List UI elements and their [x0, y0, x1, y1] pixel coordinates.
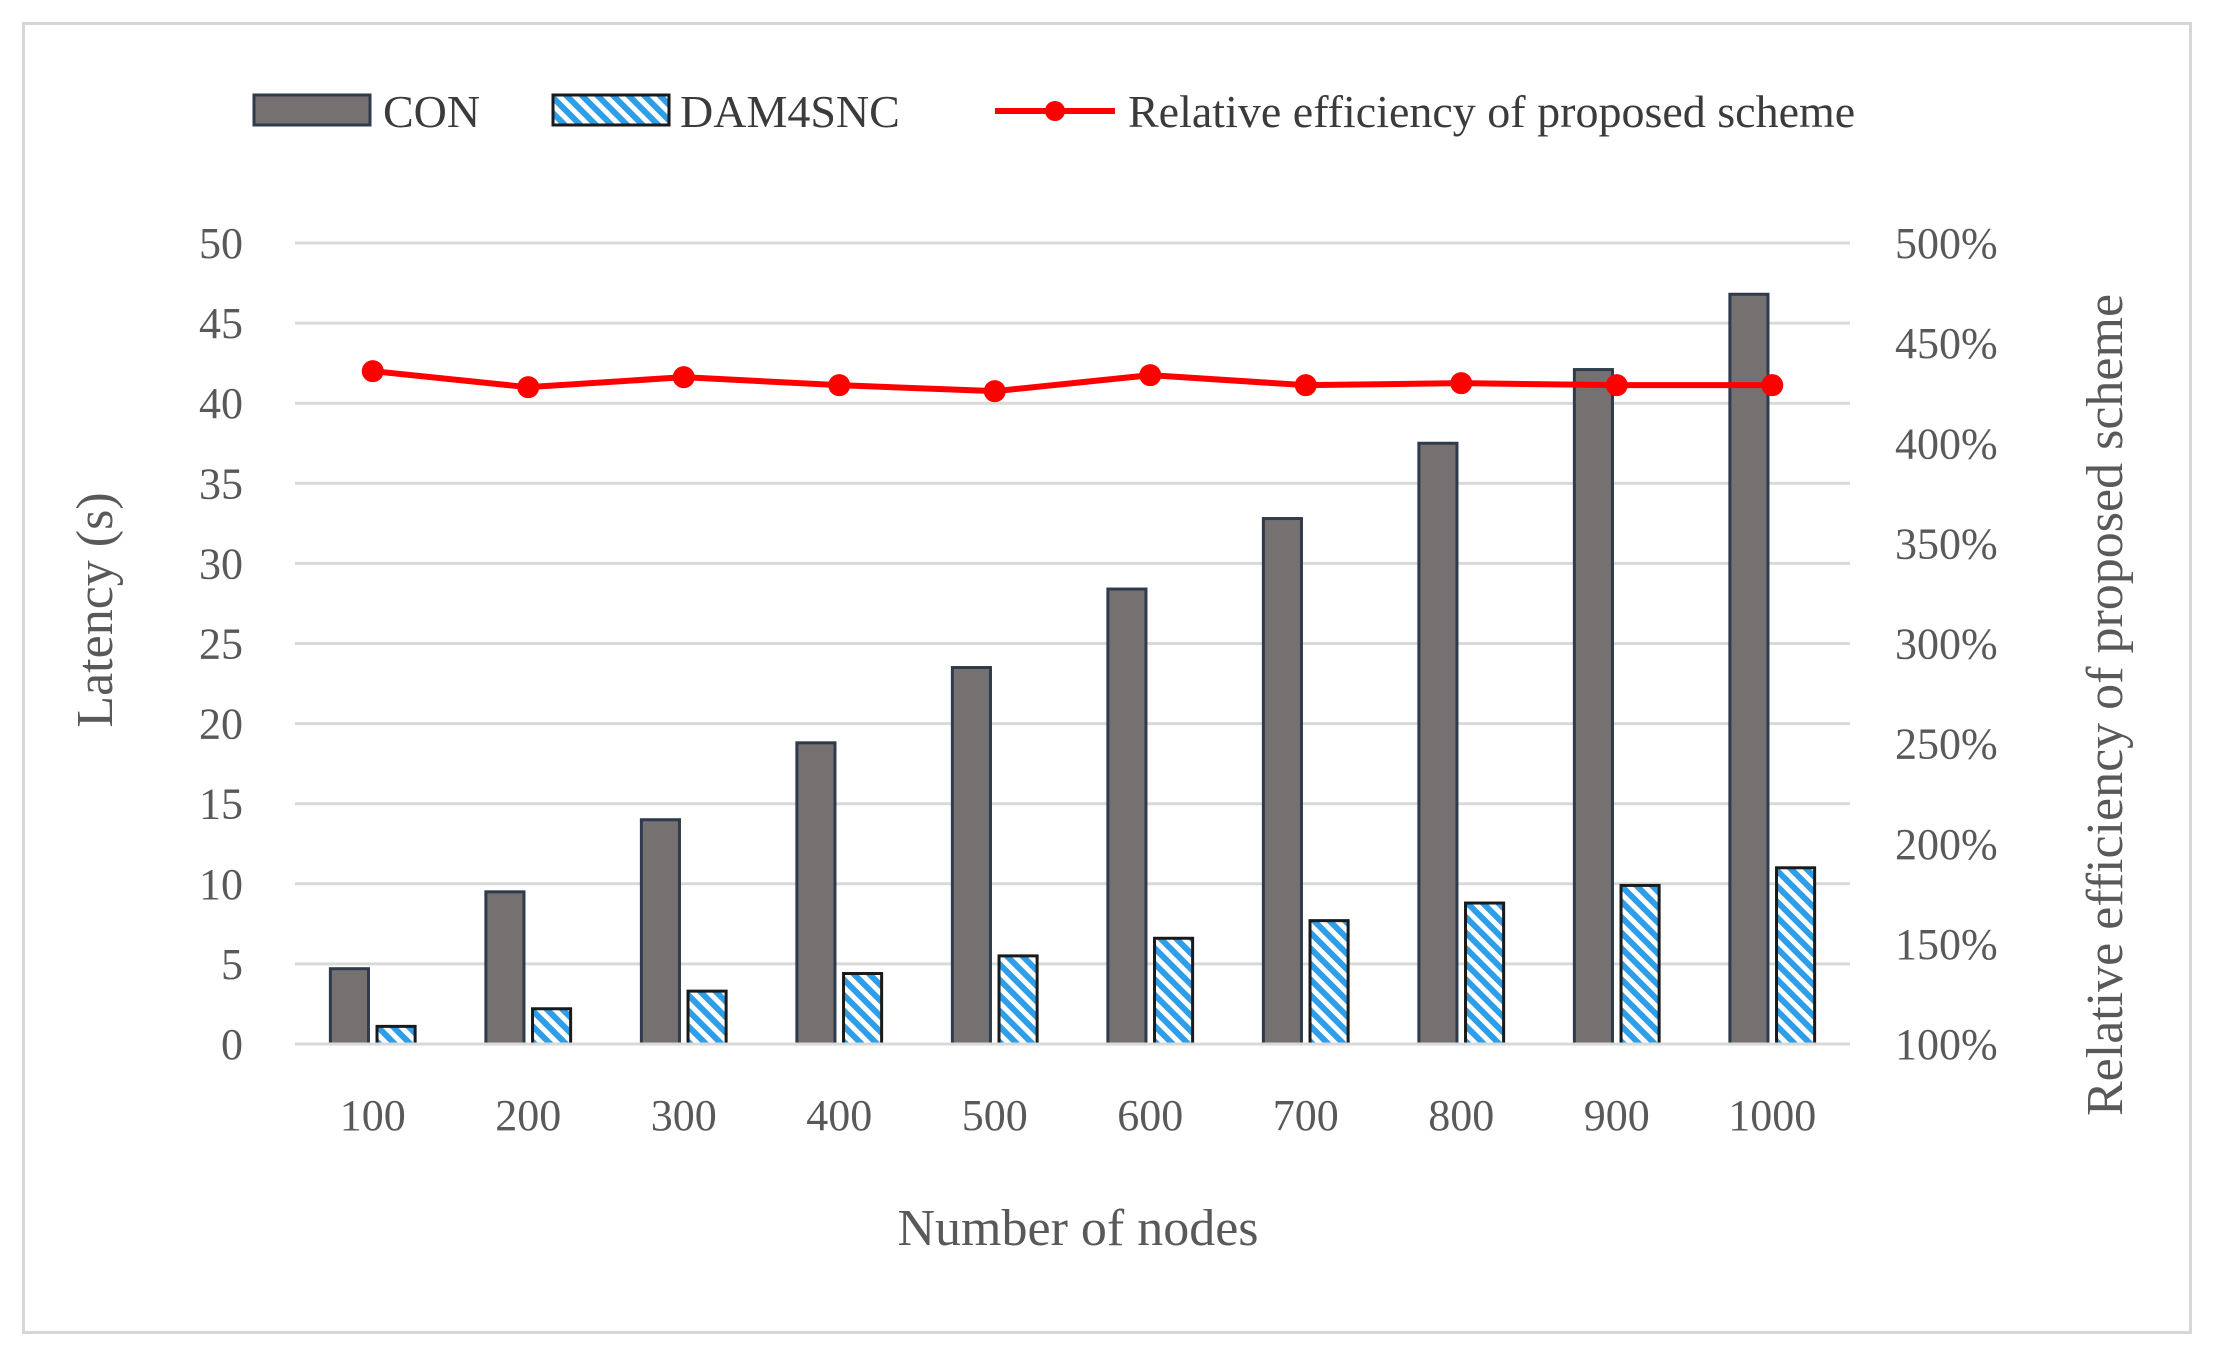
y-tick-label: 50 — [199, 219, 243, 268]
efficiency-point — [1761, 374, 1784, 397]
efficiency-point — [1294, 374, 1317, 397]
bar-con — [950, 666, 992, 1046]
y2-tick-label: 400% — [1895, 419, 1998, 468]
bar-con — [1728, 292, 1770, 1046]
x-tick-label: 300 — [651, 1091, 717, 1140]
bar-con — [1417, 441, 1459, 1046]
y-tick-label: 15 — [199, 780, 243, 829]
y2-tick-label: 150% — [1895, 920, 1998, 969]
axes: 0 5 10 15 20 25 30 35 40 45 50 100% 150% 200% 250% 300%… — [199, 219, 1998, 1140]
efficiency-point — [828, 374, 851, 397]
efficiency-point — [361, 360, 384, 383]
y-tick-label: 10 — [199, 860, 243, 909]
bar-con — [795, 741, 837, 1046]
y2-tick-label: 350% — [1895, 519, 1998, 568]
bar-con — [484, 890, 526, 1046]
x-tick-label: 700 — [1273, 1091, 1339, 1140]
x-tick-label: 500 — [962, 1091, 1028, 1140]
efficiency-point — [1139, 364, 1162, 387]
legend-marker-efficiency — [1045, 101, 1065, 121]
legend: CON DAM4SNC Relative efficiency of propo… — [252, 86, 1855, 137]
efficiency-line — [361, 360, 1784, 403]
bars — [328, 292, 1817, 1046]
bar-dam4snc — [1308, 919, 1350, 1046]
bar-dam4snc — [375, 1024, 417, 1046]
y-tick-label: 25 — [199, 620, 243, 669]
y2-tick-label: 100% — [1895, 1020, 1998, 1069]
efficiency-point — [1605, 374, 1628, 397]
x-tick-label: 900 — [1584, 1091, 1650, 1140]
x-tick-label: 600 — [1117, 1091, 1183, 1140]
x-tick-label: 400 — [806, 1091, 872, 1140]
y2-axis-title: Relative efficiency of proposed scheme — [2077, 294, 2134, 1116]
legend-swatch-con — [252, 93, 372, 127]
x-tick-label: 200 — [495, 1091, 561, 1140]
bar-con — [1261, 517, 1303, 1046]
bar-dam4snc — [1619, 883, 1661, 1046]
efficiency-point — [517, 376, 540, 399]
y2-tick-label: 450% — [1895, 319, 1998, 368]
y-tick-label: 40 — [199, 379, 243, 428]
y-tick-label: 45 — [199, 299, 243, 348]
bar-con — [328, 967, 370, 1046]
bar-dam4snc — [686, 989, 728, 1046]
x-tick-label: 1000 — [1728, 1091, 1816, 1140]
y-axis-title: Latency (s) — [67, 492, 124, 727]
legend-swatch-dam4snc — [551, 93, 671, 127]
legend-label-efficiency: Relative efficiency of proposed scheme — [1128, 86, 1855, 137]
legend-label-con: CON — [383, 86, 480, 137]
y-tick-label: 30 — [199, 539, 243, 588]
y-tick-label: 20 — [199, 700, 243, 749]
y-tick-label: 0 — [221, 1020, 243, 1069]
y-tick-label: 35 — [199, 459, 243, 508]
y2-tick-label: 200% — [1895, 820, 1998, 869]
bar-dam4snc — [842, 972, 884, 1046]
efficiency-line-path — [372, 368, 1773, 395]
bar-dam4snc — [1775, 866, 1817, 1046]
x-tick-label: 800 — [1428, 1091, 1494, 1140]
bar-dam4snc — [531, 1007, 573, 1046]
legend-label-dam4snc: DAM4SNC — [680, 86, 900, 137]
y-tick-label: 5 — [221, 940, 243, 989]
y2-tick-label: 500% — [1895, 219, 1998, 268]
bar-dam4snc — [997, 954, 1039, 1046]
efficiency-point — [1450, 372, 1473, 395]
bar-con — [1106, 587, 1148, 1046]
x-axis-title: Number of nodes — [897, 1200, 1258, 1257]
bar-con — [639, 818, 681, 1046]
gridlines — [295, 241, 1850, 1046]
efficiency-point — [672, 366, 695, 389]
y2-tick-label: 250% — [1895, 720, 1998, 769]
efficiency-point — [983, 380, 1006, 403]
y2-tick-label: 300% — [1895, 620, 1998, 669]
bar-con — [1572, 368, 1614, 1046]
bar-dam4snc — [1153, 936, 1195, 1046]
x-tick-label: 100 — [340, 1091, 406, 1140]
bar-dam4snc — [1464, 901, 1506, 1046]
